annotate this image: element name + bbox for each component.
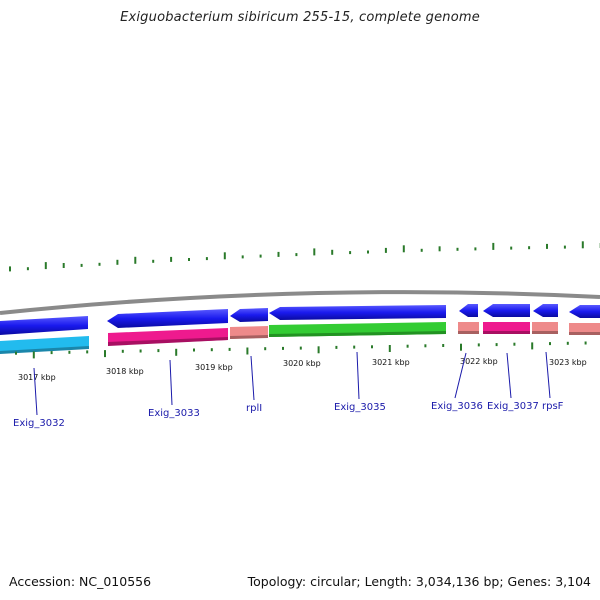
scale-label: 3020 kbp (283, 359, 321, 368)
scale-label: 3018 kbp (106, 367, 144, 376)
scale-label: 3019 kbp (195, 363, 233, 372)
accession-text: Accession: NC_010556 (9, 574, 152, 589)
gene-arrow-exig-3033-forward[interactable] (107, 309, 228, 328)
cds-track (0, 322, 600, 354)
scale-labels: 3017 kbp 3018 kbp 3019 kbp 3020 kbp 3021… (18, 357, 587, 382)
gene-label-exig-3032[interactable]: Exig_3032 (13, 418, 65, 429)
gene-label-exig-3033[interactable]: Exig_3033 (148, 408, 200, 419)
gene-label-rpsf[interactable]: rpsF (542, 401, 564, 412)
forward-strand-track (0, 304, 600, 335)
gene-arrow-exig-3032-forward[interactable] (0, 316, 88, 335)
gc-skew-track (15, 341, 587, 359)
gene-label-exig-3037[interactable]: Exig_3037 (487, 401, 539, 412)
genome-backbone (0, 290, 600, 315)
gene-label-rpli[interactable]: rplI (246, 403, 262, 414)
gene-arrow-next-forward[interactable] (569, 305, 600, 318)
gc-content-track (9, 241, 600, 272)
gene-labels: Exig_3032 Exig_3033 rplI Exig_3035 Exig_… (13, 401, 564, 429)
scale-label: 3021 kbp (372, 358, 410, 367)
scale-label: 3017 kbp (18, 373, 56, 382)
gene-label-leaders (33, 351, 551, 416)
topology-text: Topology: circular; Length: 3,034,136 bp… (247, 574, 591, 589)
gene-label-exig-3036[interactable]: Exig_3036 (431, 401, 483, 412)
gene-arrow-exig-3035-forward[interactable] (269, 305, 446, 320)
gene-arrow-rpsf-forward[interactable] (533, 304, 558, 317)
scale-label: 3022 kbp (460, 357, 498, 366)
scale-label: 3023 kbp (549, 358, 587, 367)
gene-label-exig-3035[interactable]: Exig_3035 (334, 402, 386, 413)
map-title: Exiguobacterium sibiricum 255-15, comple… (120, 10, 480, 25)
gene-arrow-rpli-forward[interactable] (230, 308, 268, 322)
gene-arrow-exig-3036-forward[interactable] (459, 304, 478, 317)
gene-arrow-exig-3037-forward[interactable] (483, 304, 530, 317)
